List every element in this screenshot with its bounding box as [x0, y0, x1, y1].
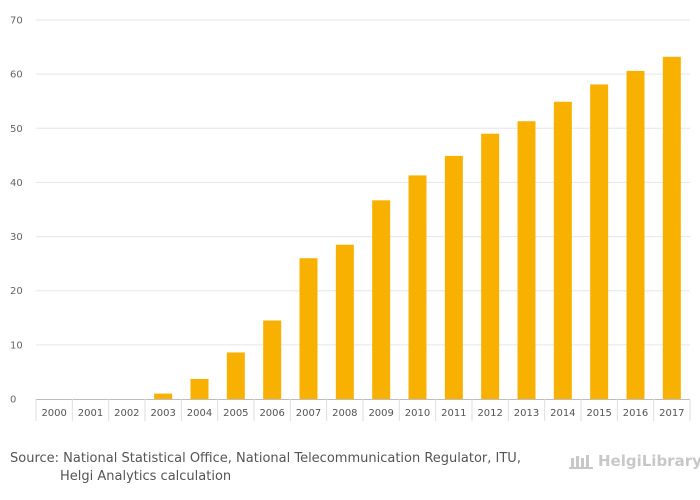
- x-tick-label-2001: 2001: [78, 408, 103, 419]
- bar-2010: [408, 175, 427, 399]
- bar-2017: [662, 56, 681, 400]
- bar-2008: [335, 244, 354, 399]
- x-tick-label-2015: 2015: [586, 408, 611, 419]
- x-axis: 2000 2001 2002 2003 2004 2005 2006 2007 2008 2009…: [35, 399, 691, 421]
- bar-2012: [481, 133, 500, 399]
- x-tick-label-2014: 2014: [550, 408, 575, 419]
- library-building-icon: [569, 455, 593, 469]
- x-tick-label-2008: 2008: [332, 408, 357, 419]
- bar-chart: 0 10 20 30 40 50 60 70 2000 2001 2002 2003 2004 2005…: [10, 16, 691, 421]
- y-axis-ticks: 0 10 20 30 40 50 60 70: [10, 16, 23, 406]
- x-tick-label-2003: 2003: [150, 408, 175, 419]
- x-tick-label-2006: 2006: [259, 408, 284, 419]
- y-tick-label-70: 70: [10, 16, 23, 27]
- y-tick-label-10: 10: [10, 340, 23, 351]
- x-tick-label-2000: 2000: [41, 408, 66, 419]
- source-line-2: Helgi Analytics calculation: [60, 469, 232, 484]
- bar-2006: [263, 320, 282, 399]
- source-note: Source: National Statistical Office, Nat…: [10, 450, 530, 486]
- x-tick-label-2010: 2010: [405, 408, 430, 419]
- bar-2016: [626, 70, 645, 399]
- gridlines: [36, 19, 690, 346]
- bar-2011: [444, 155, 463, 399]
- x-tick-label-2009: 2009: [368, 408, 393, 419]
- bars: [154, 56, 681, 400]
- x-tick-label-2002: 2002: [114, 408, 139, 419]
- bar-2003: [154, 393, 173, 399]
- y-tick-label-40: 40: [10, 178, 23, 189]
- x-tick-label-2012: 2012: [477, 408, 502, 419]
- x-tick-label-2013: 2013: [514, 408, 539, 419]
- source-line-1: Source: National Statistical Office, Nat…: [10, 451, 521, 466]
- bar-2015: [590, 84, 609, 400]
- y-tick-label-50: 50: [10, 124, 23, 135]
- x-tick-label-2004: 2004: [187, 408, 212, 419]
- y-tick-label-60: 60: [10, 70, 23, 81]
- y-tick-label-0: 0: [10, 395, 16, 406]
- x-tick-label-2017: 2017: [659, 408, 684, 419]
- x-tick-label-2016: 2016: [623, 408, 648, 419]
- brand-logo: HelgiLibrary: [568, 450, 700, 472]
- y-tick-label-20: 20: [10, 286, 23, 297]
- x-tick-label-2005: 2005: [223, 408, 248, 419]
- x-tick-label-2011: 2011: [441, 408, 466, 419]
- bar-2014: [553, 101, 572, 400]
- brand-name: HelgiLibrary: [598, 452, 700, 470]
- bar-2009: [372, 200, 391, 399]
- bar-2004: [190, 378, 209, 399]
- bar-2007: [299, 258, 318, 399]
- bar-2005: [226, 352, 245, 399]
- bar-2013: [517, 121, 536, 400]
- x-tick-label-2007: 2007: [296, 408, 321, 419]
- y-tick-label-30: 30: [10, 232, 23, 243]
